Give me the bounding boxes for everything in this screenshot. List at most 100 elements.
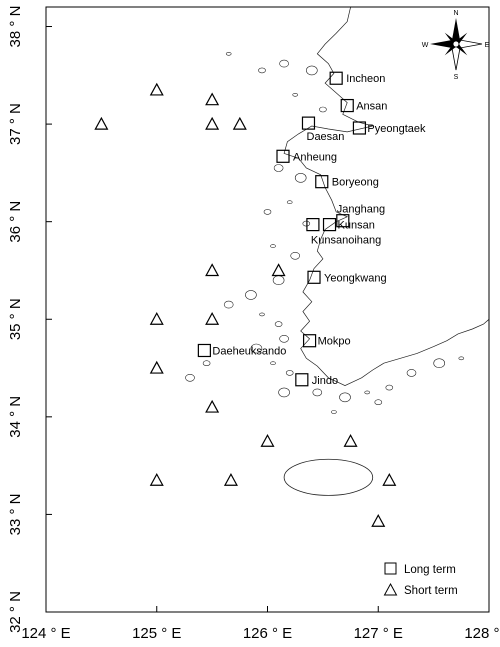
y-tick-label: 35 ° N (7, 298, 24, 340)
island-outline (279, 334, 289, 343)
island-outlines (185, 51, 465, 414)
island-outline (185, 373, 195, 382)
short-term-station-marker (149, 473, 164, 486)
island-outline (331, 410, 337, 414)
island-outline (278, 387, 290, 398)
island-outline (302, 220, 311, 227)
island-outline (374, 399, 383, 406)
compass-west-label: W (422, 42, 429, 49)
long-term-station-marker (306, 218, 320, 232)
short-term-station-marker (205, 399, 220, 413)
island-outline (270, 244, 276, 248)
long-term-station-marker (322, 218, 337, 232)
short-term-stations (94, 82, 397, 527)
station-label: Jindo (312, 375, 338, 387)
station-label: Pyeongtaek (367, 123, 426, 135)
island-outline (292, 93, 299, 97)
station-label: Daesan (307, 131, 345, 143)
station-label: Boryeong (332, 177, 379, 189)
x-tick-label: 126 ° E (243, 625, 292, 642)
x-tick-label: 125 ° E (132, 625, 181, 642)
short-term-station-marker (205, 116, 220, 130)
y-tick-label: 32 ° N (7, 591, 24, 633)
y-tick-label: 37 ° N (7, 103, 24, 145)
long-term-station-marker (276, 149, 290, 163)
short-term-station-marker (232, 116, 247, 130)
station-label: Kunsanoihang (311, 235, 381, 247)
island-outline (385, 384, 394, 391)
short-term-station-marker (205, 92, 220, 106)
short-term-station-marker (260, 433, 275, 447)
station-label: Daeheuksando (212, 346, 286, 358)
station-label: Anheung (293, 151, 337, 163)
coastline (283, 6, 490, 386)
x-tick-label: 127 ° E (354, 625, 403, 642)
short-term-station-marker (371, 513, 386, 527)
station-label: Ansan (356, 101, 387, 113)
y-tick-label: 33 ° N (7, 493, 24, 535)
short-term-station-marker (343, 433, 358, 447)
legend-long-term-label: Long term (404, 564, 456, 576)
short-term-station-marker (271, 263, 286, 277)
x-axis: 124 ° E 125 ° E 126 ° E 127 ° E 128 ° E (21, 606, 500, 642)
island-outline (279, 59, 289, 68)
island-outline (290, 252, 301, 260)
y-axis: 32 ° N 33 ° N 34 ° N 35 ° N 36 ° N 37 ° N 38 °… (7, 6, 52, 633)
long-term-station-marker (301, 116, 316, 130)
x-tick-label: 124 ° E (21, 625, 70, 642)
long-term-station-marker (329, 71, 343, 85)
island-outline (250, 343, 263, 354)
long-term-stations: Incheon Ansan Daesan Pyeongtaek Anheung Borye… (197, 71, 426, 387)
compass-north-label: N (453, 10, 458, 17)
y-tick-label: 38 ° N (7, 6, 24, 48)
island-outline (259, 312, 265, 317)
short-term-station-marker (205, 312, 220, 325)
island-outline (433, 358, 446, 369)
island-outline (294, 173, 307, 183)
island-outline (202, 360, 211, 367)
short-term-station-marker (149, 360, 164, 374)
short-term-station-marker (149, 312, 164, 325)
island-outline (223, 300, 234, 309)
island-outline (312, 388, 323, 397)
station-label: Incheon (346, 73, 385, 85)
station-label: Kunsan (338, 220, 375, 232)
long-term-station-marker (302, 334, 317, 348)
island-outline (245, 290, 257, 300)
y-tick-label: 36 ° N (7, 201, 24, 243)
station-label: Yeongkwang (324, 272, 387, 284)
island-outline (263, 209, 272, 215)
island-outline (273, 164, 284, 172)
island-outline (319, 106, 327, 113)
jeju-island-shape (283, 458, 374, 496)
long-term-station-marker (315, 175, 329, 189)
short-term-station-marker (205, 263, 220, 277)
mainland-coast-path (283, 6, 490, 386)
short-term-station-marker (223, 473, 238, 486)
island-outline (406, 369, 417, 377)
station-label: Janghang (337, 204, 385, 216)
long-term-station-marker (307, 270, 321, 284)
station-label: Mokpo (318, 336, 351, 348)
island-outline (285, 370, 294, 376)
legend: Long term Short term (383, 562, 458, 597)
short-term-station-marker (149, 82, 164, 96)
short-term-station-marker (94, 116, 109, 130)
y-tick-label: 34 ° N (7, 396, 24, 438)
x-tick-label: 128 ° E (464, 625, 500, 642)
island-outline (458, 356, 465, 361)
compass-south-label: S (454, 74, 459, 81)
island-outline (225, 51, 232, 56)
island-outline (258, 67, 266, 74)
long-term-station-marker (340, 98, 354, 113)
legend-long-term-symbol (384, 562, 397, 575)
compass-rose-icon: N S E W (422, 10, 490, 81)
compass-east-label: E (485, 42, 490, 49)
long-term-station-marker (197, 343, 211, 358)
legend-short-term-label: Short term (404, 585, 458, 597)
island-outline (270, 361, 276, 366)
island-outline (274, 321, 283, 327)
island-outline (286, 200, 293, 204)
long-term-station-marker (336, 214, 350, 228)
long-term-station-marker (352, 121, 367, 135)
